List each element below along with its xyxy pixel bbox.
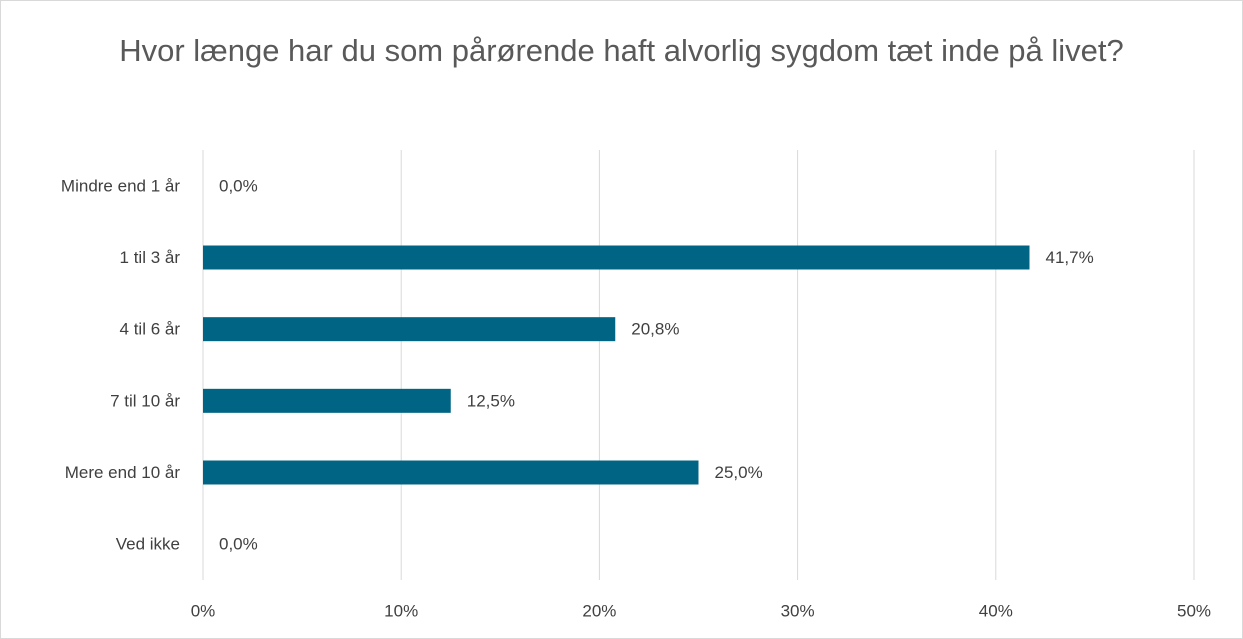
x-tick-label: 0% xyxy=(191,601,216,620)
bar xyxy=(203,388,451,413)
y-tick-label: Mere end 10 år xyxy=(65,463,181,482)
x-tick-label: 40% xyxy=(979,601,1013,620)
data-label: 0,0% xyxy=(219,535,258,554)
y-tick-label: Ved ikke xyxy=(116,535,180,554)
x-tick-label: 30% xyxy=(781,601,815,620)
data-label: 12,5% xyxy=(467,391,515,410)
chart-title: Hvor længe har du som pårørende haft alv… xyxy=(119,33,1124,68)
y-tick-label: 1 til 3 år xyxy=(120,248,181,267)
x-tick-label: 50% xyxy=(1177,601,1211,620)
y-tick-label: Mindre end 1 år xyxy=(61,176,180,195)
bar xyxy=(203,245,1030,270)
bar xyxy=(203,317,616,342)
x-tick-label: 20% xyxy=(582,601,616,620)
data-label: 0,0% xyxy=(219,176,258,195)
x-tick-label: 10% xyxy=(384,601,418,620)
data-label: 20,8% xyxy=(631,320,679,339)
bar xyxy=(203,460,699,485)
y-tick-label: 4 til 6 år xyxy=(120,320,181,339)
data-label: 25,0% xyxy=(715,463,763,482)
y-tick-label: 7 til 10 år xyxy=(110,391,180,410)
data-label: 41,7% xyxy=(1045,248,1093,267)
